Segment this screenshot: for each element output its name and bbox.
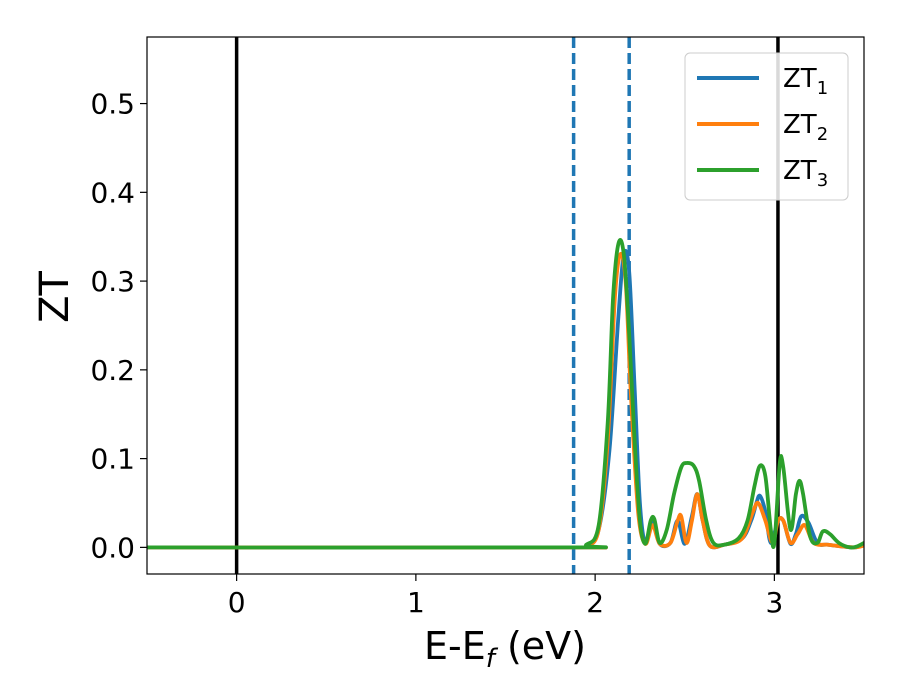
- y-tick-label: 0.2: [90, 354, 135, 387]
- y-tick-label: 0.5: [90, 88, 135, 121]
- legend-box: [684, 52, 849, 201]
- x-tick-label: 1: [407, 586, 425, 619]
- y-tick-label: 0.3: [90, 265, 135, 298]
- y-tick-label: 0.1: [90, 443, 135, 476]
- x-axis-label-main: E-E: [424, 624, 486, 668]
- plot-frame: [146, 36, 865, 575]
- legend: ZT1 ZT2 ZT3: [684, 52, 849, 201]
- x-tick-label: 2: [586, 586, 604, 619]
- y-axis-label: ZT: [32, 271, 78, 323]
- y-tick-label: 0.0: [90, 531, 135, 564]
- x-tick-label: 0: [228, 586, 246, 619]
- x-tick-label: 3: [765, 586, 783, 619]
- series-line-zt3: [147, 238, 864, 550]
- x-axis-label-unit: (eV): [495, 624, 586, 668]
- legend-label-zt3: ZT3: [783, 156, 828, 191]
- x-axis-ticks: 0 1 2 3: [228, 574, 783, 619]
- y-tick-label: 0.4: [90, 176, 135, 209]
- x-axis-label: E-Ef (eV): [424, 624, 586, 674]
- series-lines: [147, 238, 864, 550]
- y-axis-ticks: 0.0 0.1 0.2 0.3 0.4 0.5: [90, 88, 147, 564]
- legend-label-zt2: ZT2: [783, 110, 828, 145]
- legend-label-zt1: ZT1: [783, 64, 828, 99]
